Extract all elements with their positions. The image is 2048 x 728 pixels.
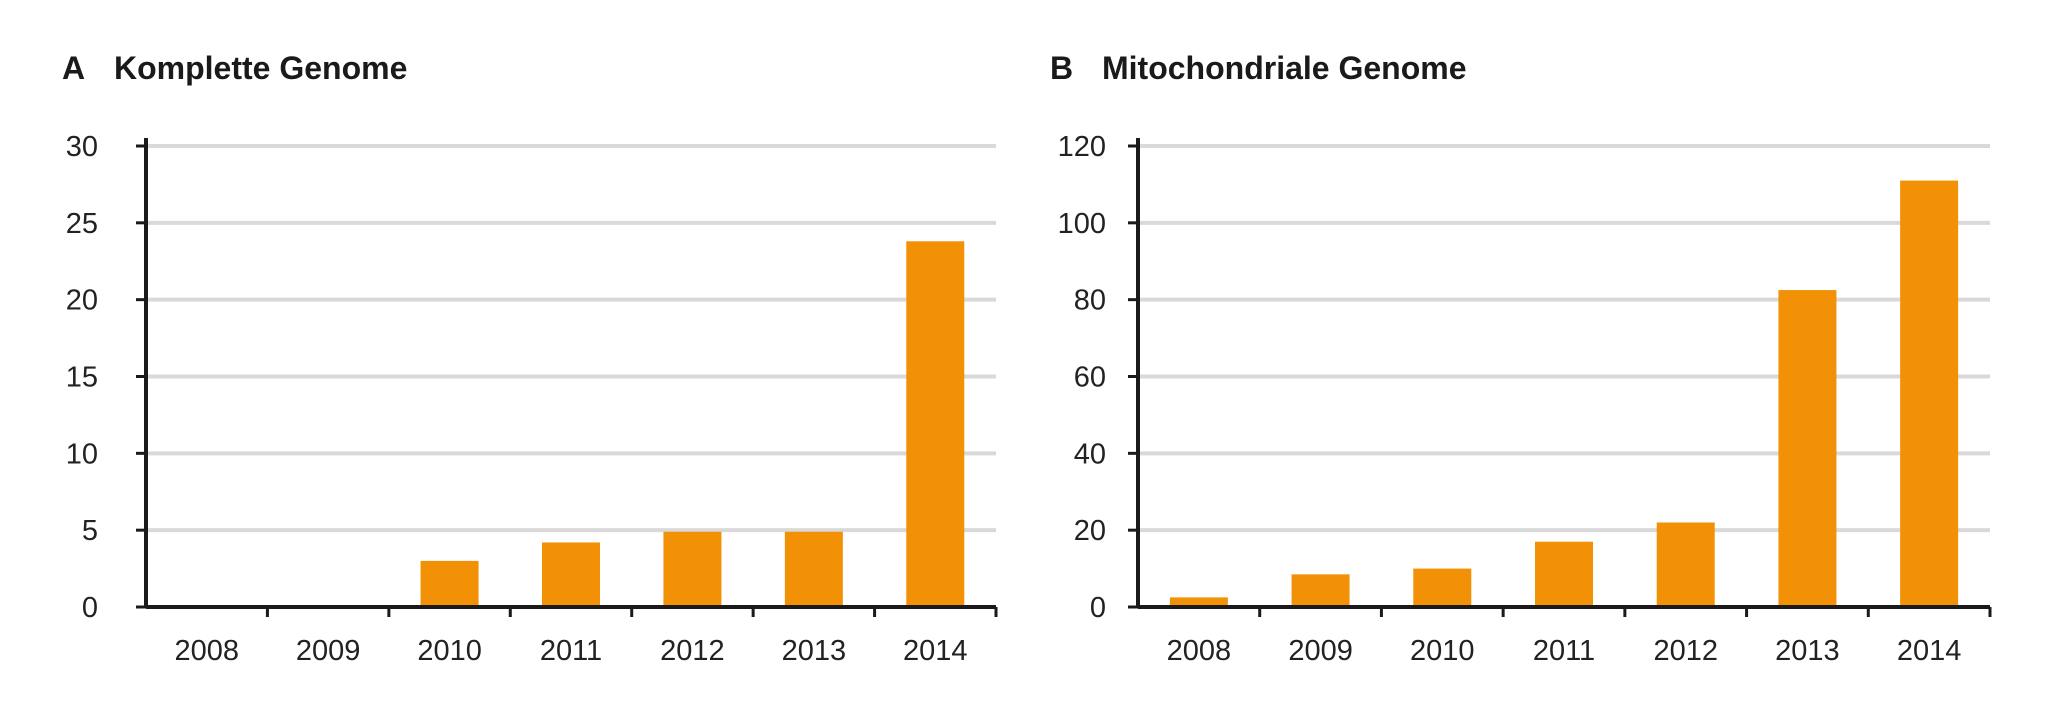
- x-tick-label: 2013: [1775, 635, 1840, 667]
- panel-a: A Komplette Genome 0 5 10 15 20 25 30 2008 2009 20…: [62, 50, 998, 667]
- panel-a-letter: A: [62, 50, 86, 86]
- y-tick-label: 20: [1074, 515, 1106, 547]
- x-tick-label: 2011: [540, 635, 602, 667]
- panel-a-heading: A Komplette Genome: [62, 50, 407, 87]
- bar-2013: [1778, 290, 1837, 607]
- y-tick-label: 40: [1074, 438, 1106, 470]
- y-tick-label: 0: [82, 592, 98, 624]
- chart-b: 0 20 40 60 80 100 120 2008 2009 2010 2011 2012 2013 2…: [1058, 131, 1992, 667]
- y-tick-label: 120: [1058, 131, 1106, 163]
- x-tick-label: 2011: [1533, 635, 1595, 667]
- y-tick-label: 30: [66, 131, 98, 163]
- bar-2009: [1291, 574, 1350, 607]
- x-tick-label: 2008: [1167, 635, 1232, 667]
- panel-a-title: Komplette Genome: [114, 50, 408, 86]
- y-tick-label: 60: [1074, 362, 1106, 394]
- chart-a: 0 5 10 15 20 25 30 2008 2009 2010 2011 2012 2013 2014: [66, 131, 998, 667]
- y-tick-label: 25: [66, 208, 98, 240]
- bar-2010: [1413, 568, 1472, 607]
- y-tick-label: 20: [66, 285, 98, 317]
- y-tick-label: 5: [82, 515, 98, 547]
- panel-b: B Mitochondriale Genome 0 20 40 60 80 100 120 20…: [1024, 0, 2048, 728]
- y-tick-label: 80: [1074, 285, 1106, 317]
- bar-2010: [420, 560, 479, 607]
- x-tick-label: 2013: [782, 635, 847, 667]
- bar-2014: [1900, 180, 1959, 607]
- bar-2013: [784, 531, 843, 607]
- y-tick-label: 100: [1058, 208, 1106, 240]
- y-tick-label: 15: [66, 362, 98, 394]
- y-tick-label: 0: [1090, 592, 1106, 624]
- y-tick-label: 10: [66, 438, 98, 470]
- x-tick-label: 2012: [660, 635, 725, 667]
- x-tick-label: 2010: [1410, 635, 1475, 667]
- x-tick-label: 2014: [1897, 635, 1962, 667]
- x-tick-label: 2009: [296, 635, 361, 667]
- bar-2011: [1535, 541, 1593, 607]
- bar-2012: [663, 531, 722, 607]
- bar-2011: [542, 542, 600, 607]
- x-tick-label: 2010: [417, 635, 482, 667]
- panel-b-heading: B Mitochondriale Genome: [1050, 50, 1466, 87]
- x-tick-label: 2012: [1653, 635, 1718, 667]
- bar-2008: [1169, 597, 1228, 607]
- bar-2014: [906, 241, 965, 608]
- bar-2012: [1656, 522, 1715, 607]
- x-tick-label: 2008: [174, 635, 239, 667]
- x-tick-label: 2009: [1288, 635, 1353, 667]
- panel-b-letter: B: [1050, 50, 1074, 86]
- x-tick-label: 2014: [903, 635, 968, 667]
- panel-b-title: Mitochondriale Genome: [1102, 50, 1467, 86]
